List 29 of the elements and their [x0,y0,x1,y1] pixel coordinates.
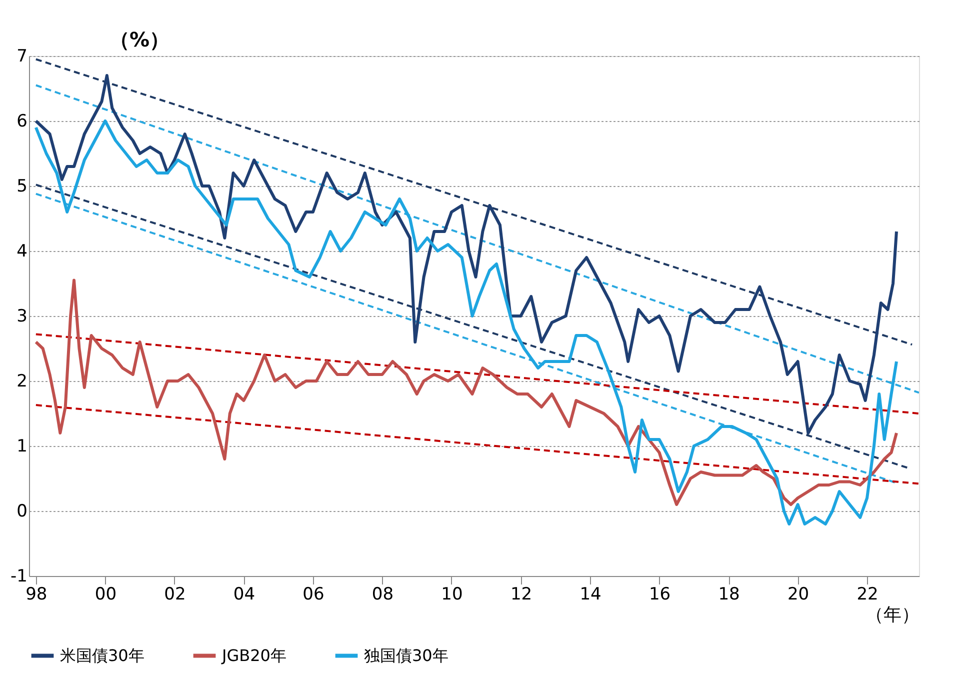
y-tick-label: 0 [16,502,28,522]
x-tick-label: 00 [94,584,117,604]
x-axis-title: （年） [866,604,920,626]
x-tick-label: 20 [787,584,810,604]
x-tick-label: 04 [233,584,256,604]
y-tick-label: 7 [16,46,28,66]
y-tick-label: 1 [16,436,28,456]
x-tick-label: 14 [580,584,602,604]
x-tick-label: 16 [648,584,671,604]
legend-label: 独国債30年 [364,646,448,665]
y-tick-label: 6 [16,112,28,132]
line-series [34,74,898,434]
legend-label: JGB20年 [221,646,286,665]
x-tick-label: 18 [718,584,740,604]
y-tick-label: 3 [16,306,28,326]
y-tick-label: -1 [10,566,28,586]
x-tick-label: 12 [510,584,532,604]
x-tick-label: 02 [164,584,186,604]
x-tick-label: 22 [856,584,878,604]
y-tick-label: 4 [16,242,28,262]
x-tick-label: 10 [441,584,463,604]
y-tick-label: 5 [16,176,28,196]
x-tick-label: 06 [302,584,324,604]
legend-label: 米国債30年 [60,646,144,665]
line-series [34,278,898,506]
x-tick-label: 98 [26,584,48,604]
y-axis-title: （%） [110,28,170,52]
x-tick-label: 08 [372,584,394,604]
y-tick-label: 2 [16,372,28,392]
